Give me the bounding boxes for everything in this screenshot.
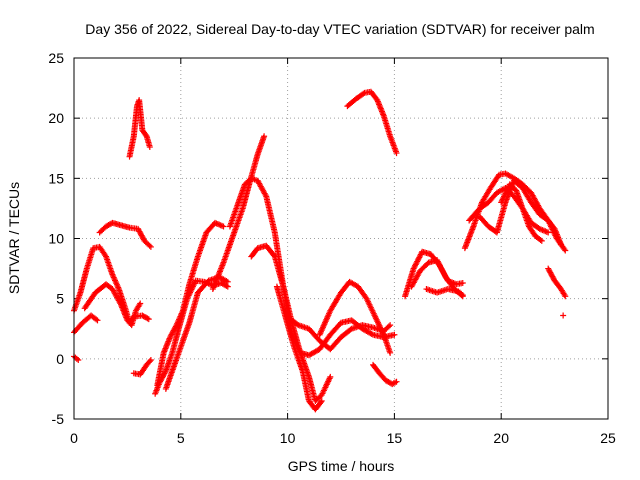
data-point: [459, 280, 466, 287]
x-axis-label: GPS time / hours: [288, 458, 395, 474]
data-point: [318, 397, 325, 404]
data-point: [162, 369, 169, 376]
data-point: [75, 357, 82, 364]
x-tick-label: 5: [177, 430, 185, 446]
data-point: [270, 252, 277, 259]
x-tick-label: 10: [280, 430, 296, 446]
data-point: [387, 349, 394, 356]
y-tick-label: -5: [52, 411, 65, 427]
data-point: [317, 399, 324, 406]
y-tick-label: 15: [48, 170, 64, 186]
x-tick-label: 15: [387, 430, 403, 446]
data-point: [94, 317, 101, 324]
data-point: [147, 243, 154, 250]
data-point: [147, 357, 154, 364]
data-point: [261, 133, 268, 140]
y-axis-label: SDTVAR / TECUs: [6, 182, 22, 294]
data-point: [561, 246, 568, 253]
data-point: [558, 241, 565, 248]
data-point: [146, 144, 153, 151]
data-point: [142, 132, 149, 139]
data-point: [393, 378, 400, 385]
y-tick-label: 0: [56, 351, 64, 367]
data-point: [146, 358, 153, 365]
x-tick-label: 20: [493, 430, 509, 446]
data-point: [459, 292, 466, 299]
data-point: [327, 373, 334, 380]
grid: [74, 58, 608, 419]
data-point: [172, 323, 179, 330]
data-point: [393, 150, 400, 157]
y-tick-label: 20: [48, 110, 64, 126]
data-point: [224, 278, 231, 285]
data-point: [391, 331, 398, 338]
axis-ticks: 0 5 10 15 20 25 -5 0 5 10 15 20 25: [48, 50, 616, 446]
y-tick-label: 25: [48, 50, 64, 66]
data-point: [144, 315, 151, 322]
x-tick-label: 0: [70, 430, 78, 446]
data-point: [387, 322, 394, 329]
data-point: [385, 323, 392, 330]
data-point: [368, 331, 375, 338]
chart-title: Day 356 of 2022, Sidereal Day-to-day VTE…: [85, 21, 594, 37]
data-point: [145, 316, 152, 323]
data-point: [560, 312, 567, 319]
x-tick-label: 25: [600, 430, 616, 446]
data-point: [545, 229, 552, 236]
data-point: [360, 90, 367, 97]
data-point: [538, 237, 545, 244]
data-point: [562, 247, 569, 254]
data-point: [146, 242, 153, 249]
data-point: [93, 316, 100, 323]
data-point: [537, 236, 544, 243]
data-marks: [71, 88, 569, 413]
y-tick-label: 10: [48, 231, 64, 247]
y-tick-label: 5: [56, 291, 64, 307]
data-point: [562, 293, 569, 300]
data-point: [220, 223, 227, 230]
data-point: [137, 300, 144, 307]
plot-frame: [73, 57, 609, 420]
